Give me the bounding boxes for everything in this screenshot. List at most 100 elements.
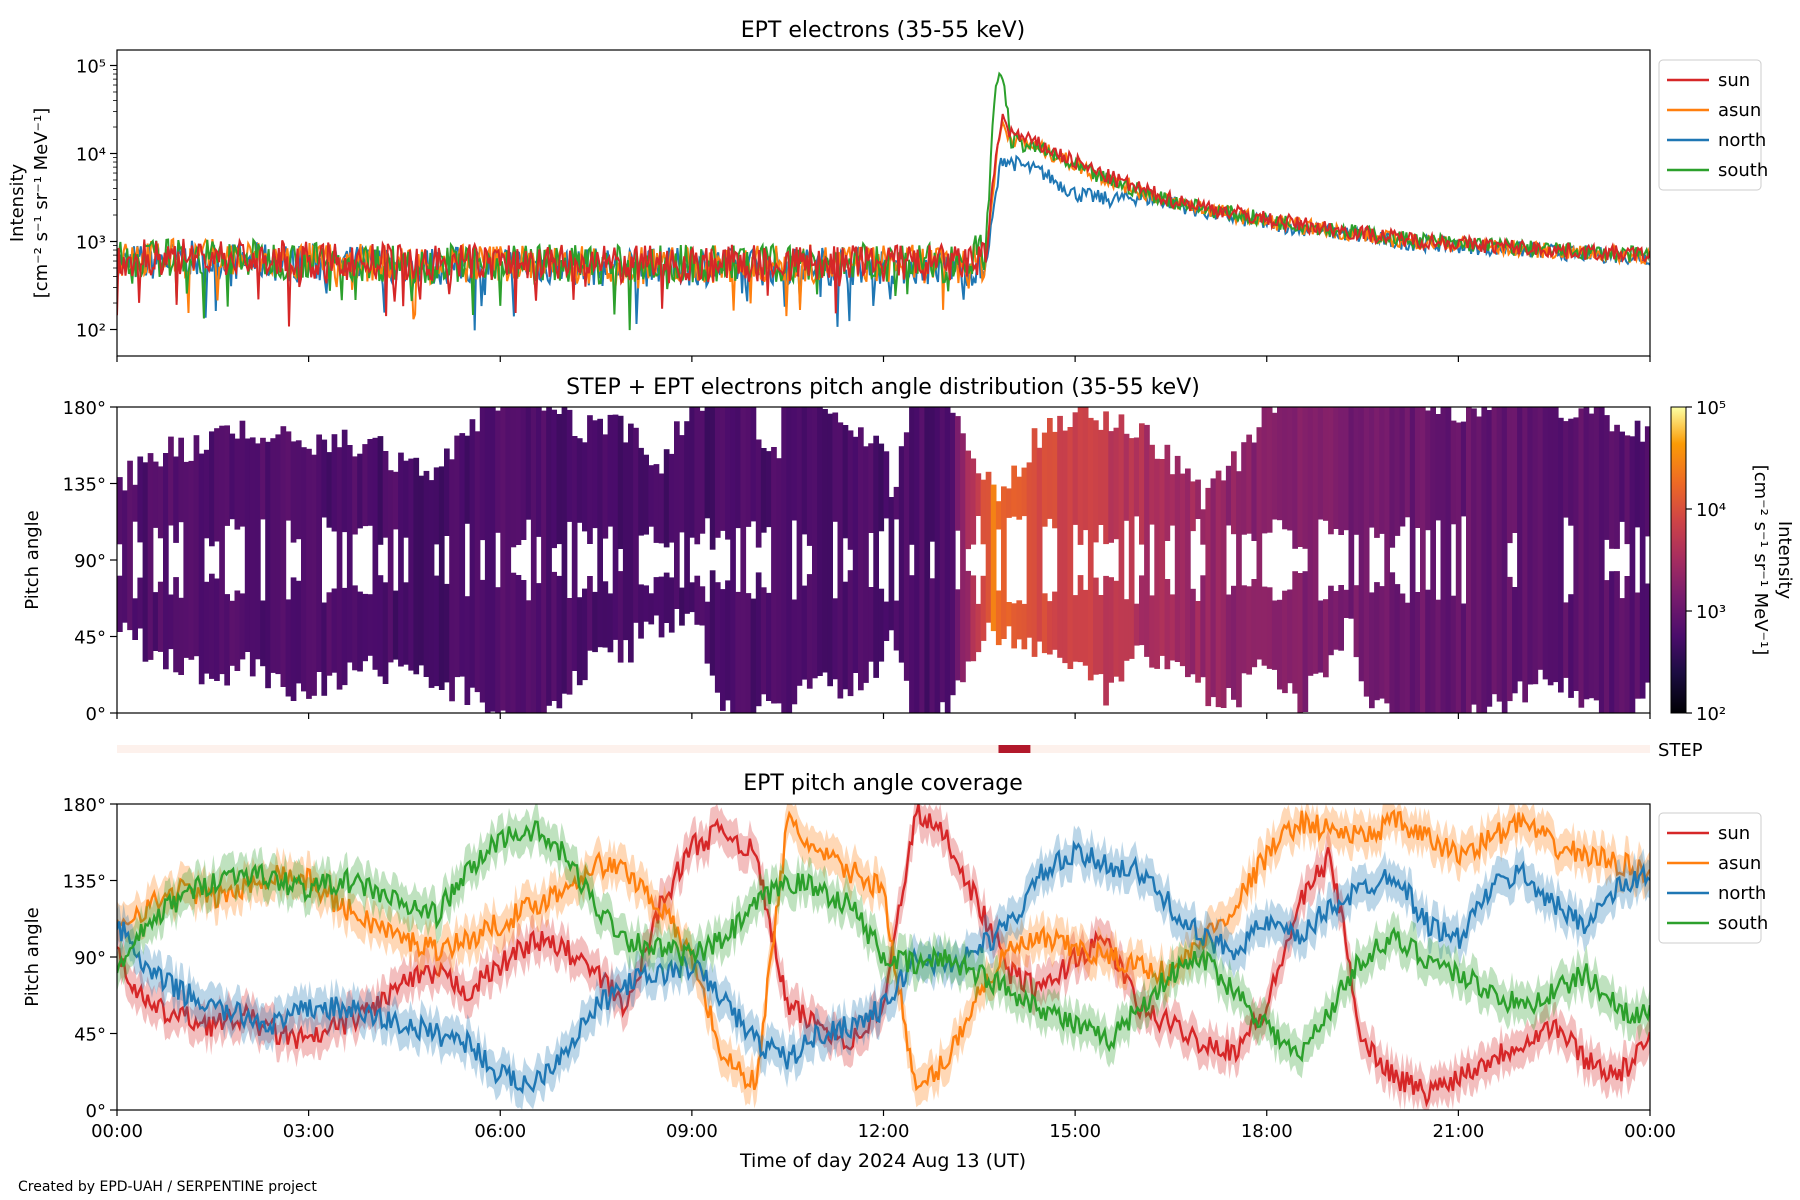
pad-heatmap-cell: [1220, 480, 1227, 708]
pad-heatmap-cell: [766, 451, 772, 528]
coverage-legend-label-north: north: [1718, 883, 1766, 904]
pad-heatmap-cell: [546, 407, 552, 706]
pad-heatmap-cell: [1604, 415, 1610, 540]
pad-heatmap-cell: [796, 407, 803, 686]
pad-heatmap-cell: [1292, 571, 1298, 694]
pad-heatmap-cell: [1159, 459, 1166, 656]
pad-heatmap-cell: [367, 594, 374, 656]
pad-heatmap-cell: [633, 427, 639, 623]
pad-heatmap-cell: [1583, 407, 1590, 700]
pad-heatmap-cell: [1185, 468, 1191, 678]
pad-heatmap-cell: [193, 435, 200, 657]
footer-credit: Created by EPD-UAH / SERPENTINE project: [18, 1179, 317, 1195]
coverage-xtick-label-0: 00:00: [91, 1121, 143, 1142]
pad-heatmap-cell: [1414, 592, 1421, 713]
pad-heatmap-cell: [209, 573, 215, 679]
pad-heatmap-cell: [1435, 414, 1442, 521]
pad-heatmap-cell: [290, 441, 297, 543]
pad-heatmap-cell: [1328, 407, 1334, 535]
coverage-x-ticks: 00:00 03:00 06:00 09:00 12:00 15:00 18:00 21:00…: [91, 1110, 1676, 1142]
pad-heatmap-cell: [1445, 407, 1452, 713]
pad-heatmap-cell: [168, 436, 174, 526]
pad-heatmap-cell: [1430, 407, 1436, 713]
intensity-panel: EPT electrons (35-55 keV) 10² 10³ 10⁴ 10⁵ I…: [7, 18, 1768, 362]
pad-heatmap-cell: [883, 601, 890, 641]
pad-heatmap-cell: [674, 421, 680, 609]
pad-heatmap-cell: [464, 435, 471, 524]
step-interval-marker: [998, 745, 1031, 753]
pad-heatmap-cell: [1287, 589, 1293, 684]
pad-heatmap-cell: [1619, 598, 1625, 713]
pad-heatmap-cell: [178, 597, 184, 675]
pad-heatmap-cell: [203, 581, 210, 674]
coverage-legend-label-south: south: [1718, 913, 1768, 934]
coverage-band-asun: [117, 804, 1650, 1109]
pad-heatmap-cell: [699, 586, 706, 626]
pad-heatmap-cell: [198, 453, 205, 685]
pad-heatmap-cell: [147, 453, 154, 660]
pad-heatmap-cell: [1414, 407, 1421, 528]
pad-heatmap-cell: [229, 433, 236, 520]
pad-heatmap-cell: [500, 407, 506, 711]
intensity-series-south: [117, 71, 1650, 331]
pad-heatmap-cell: [510, 407, 517, 548]
pad-heatmap-cell: [842, 581, 849, 690]
pad-heatmap-cell: [955, 589, 961, 681]
pad-heatmap-cell: [234, 590, 241, 671]
pad-heatmap-cell: [1246, 434, 1252, 534]
pad-heatmap-cell: [1425, 589, 1431, 713]
pad-heatmap-cell: [714, 582, 721, 693]
pad-heatmap-cell: [612, 414, 619, 640]
pad-heatmap-cell: [760, 587, 767, 695]
pad-heatmap-cell: [219, 425, 225, 675]
pad-heatmap-cell: [1036, 447, 1043, 642]
pad-heatmap-cell: [755, 439, 762, 548]
pad-heatmap-cell: [944, 407, 951, 713]
pad-heatmap-cell: [336, 447, 343, 690]
pad-heatmap-cell: [766, 592, 772, 701]
pad-heatmap-cell: [1512, 587, 1518, 694]
pad-heatmap-cell: [638, 584, 644, 639]
coverage-series-sun: [117, 804, 1650, 1108]
coverage-series-asun: [117, 809, 1650, 1092]
coverage-legend-label-sun: sun: [1718, 823, 1750, 844]
pad-heatmap-cell: [224, 594, 230, 686]
pad-heatmap-cell: [1466, 407, 1472, 713]
coverage-xtick-label-6: 18:00: [1241, 1121, 1293, 1142]
pad-heatmap-cell: [1021, 603, 1028, 650]
pad-heatmap-cell: [1563, 602, 1569, 678]
pad-heatmap-cell: [444, 448, 450, 536]
coverage-ylabel: Pitch angle: [22, 907, 43, 1006]
pad-heatmap-cell: [868, 443, 874, 533]
pad-heatmap-cell: [1251, 442, 1258, 541]
coverage-xtick-label-5: 15:00: [1049, 1121, 1101, 1142]
pad-heatmap-cell: [858, 427, 864, 691]
pad-heatmap-cell: [490, 407, 496, 712]
coverage-series-north: [117, 839, 1650, 1095]
pad-heatmap-cell: [898, 446, 905, 663]
pad-x-ticks: [116, 713, 1651, 719]
pad-heatmap-cell: [704, 407, 711, 519]
pad-heatmap-cell: [551, 409, 557, 549]
pad-heatmap-cell: [260, 600, 266, 667]
pad-heatmap-cell: [1450, 420, 1457, 525]
pad-heatmap-cell: [1215, 470, 1222, 708]
pad-heatmap-cell: [260, 437, 266, 520]
pad-heatmap-cell: [684, 421, 690, 614]
pad-heatmap-cell: [157, 466, 164, 539]
pad-heatmap-cell: [679, 435, 685, 533]
coverage-band-south: [117, 804, 1650, 1079]
pad-heatmap-cell: [1277, 407, 1283, 521]
pad-heatmap-cell: [1174, 455, 1181, 662]
pad-ytick-label-3: 135°: [63, 475, 106, 496]
pad-heatmap-cell: [745, 593, 752, 713]
pad-heatmap-cell: [985, 471, 992, 623]
pad-heatmap-cell: [750, 598, 757, 713]
pad-heatmap-cell: [1118, 414, 1125, 682]
pad-heatmap-cell: [341, 429, 348, 533]
pad-heatmap-cell: [1041, 593, 1048, 654]
pad-heatmap-cell: [883, 451, 890, 519]
intensity-legend-box: [1658, 59, 1762, 191]
intensity-series-sun: [117, 113, 1650, 327]
pad-heatmap-cell: [1195, 479, 1201, 519]
